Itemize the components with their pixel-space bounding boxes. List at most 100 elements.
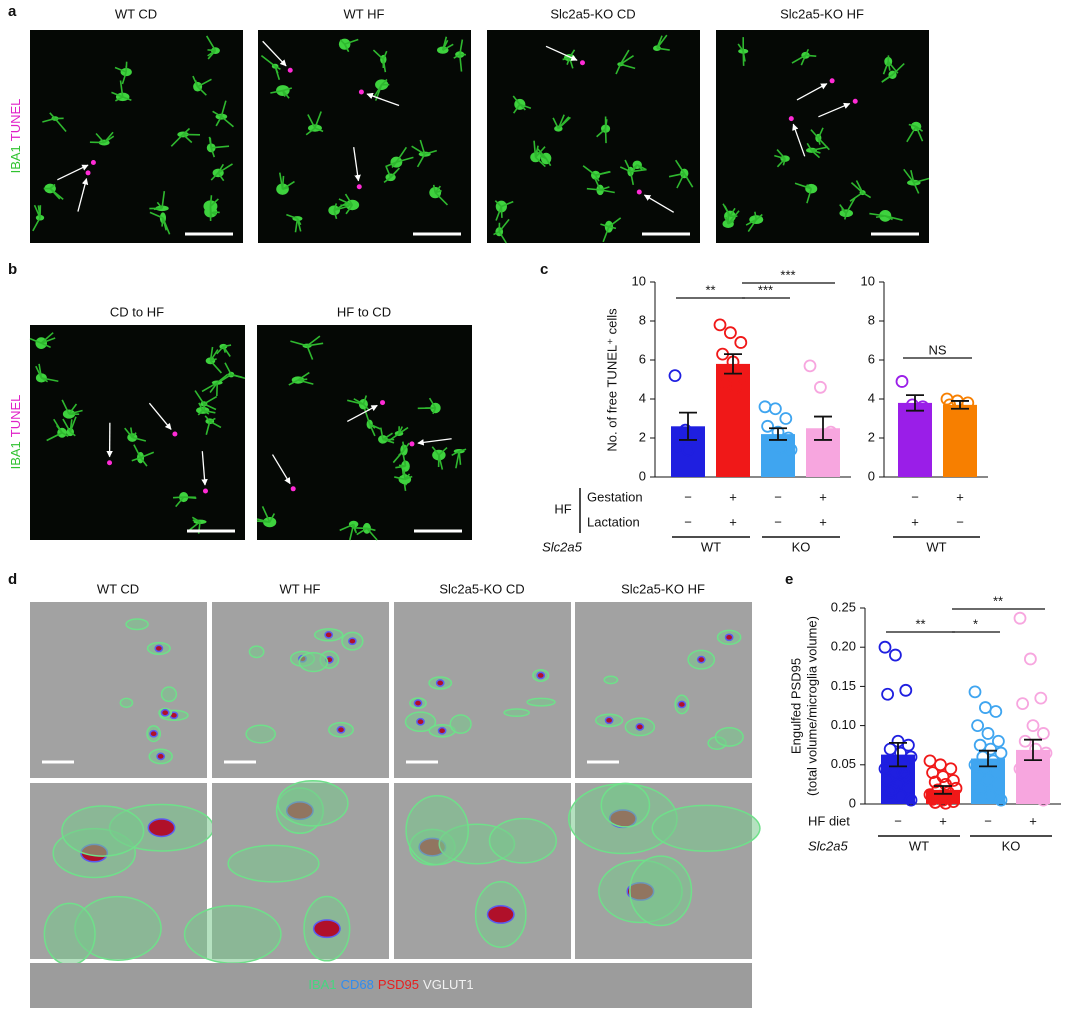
microglia-process — [596, 128, 607, 138]
data-point — [902, 781, 915, 795]
microglia-process — [260, 54, 276, 67]
microglia-process — [913, 177, 930, 184]
microglia-process — [582, 165, 597, 176]
microglia-process — [683, 173, 694, 188]
microglia-process — [268, 513, 276, 523]
microglia-process — [442, 39, 449, 51]
data-point — [899, 683, 913, 697]
microglia-process — [586, 187, 601, 191]
microglia-process — [62, 418, 71, 433]
legend-entry: VGLUT1 — [423, 977, 474, 992]
data-point — [947, 774, 960, 787]
microglia-process — [562, 56, 570, 61]
condition-mark: + — [729, 514, 737, 529]
microglia-process — [382, 50, 388, 60]
data-point — [904, 793, 918, 807]
microglia-process — [220, 100, 227, 117]
microglia-process — [209, 198, 219, 207]
data-point — [886, 781, 900, 795]
microglia-process — [862, 191, 872, 199]
tunel-dot — [90, 160, 96, 166]
microglia-process — [453, 53, 461, 59]
data-point — [968, 685, 982, 699]
microglia-process — [568, 57, 574, 69]
microglia-surface — [61, 805, 145, 857]
microglia-process — [537, 148, 547, 160]
microglia-process — [54, 117, 67, 133]
microglia-process — [630, 168, 647, 173]
significance-label: ** — [915, 616, 925, 631]
microglia-process — [396, 156, 414, 163]
data-point — [883, 742, 897, 756]
microglia-process — [194, 390, 205, 405]
microglia-process — [594, 174, 600, 182]
microglia-process — [737, 43, 744, 52]
arrow — [417, 438, 452, 446]
microglia-process — [501, 200, 514, 208]
microglia-process — [282, 87, 293, 92]
microglia-surface — [43, 902, 96, 966]
microglia-process — [114, 66, 127, 73]
psd95 — [677, 700, 687, 709]
error-bar — [889, 741, 907, 768]
microglia-process — [344, 193, 353, 206]
microglia-process — [366, 527, 376, 532]
microglia-process — [211, 145, 230, 149]
arrow — [353, 147, 361, 182]
microglia-process — [791, 54, 806, 64]
microglia-process — [776, 158, 786, 168]
microglia-process — [620, 55, 634, 65]
microglia-process — [391, 161, 397, 169]
microglia-process — [910, 170, 915, 183]
microglia-process — [604, 119, 608, 129]
microglia-surface — [183, 904, 282, 964]
render-bg — [212, 602, 389, 778]
y-tick-label: 10 — [861, 273, 875, 288]
psd95 — [604, 716, 614, 725]
microglia-process — [432, 184, 436, 193]
data-point — [1039, 746, 1053, 760]
microglia-process — [209, 382, 218, 393]
microglia-surface — [449, 714, 472, 734]
y-tick-label: 6 — [868, 351, 875, 366]
microglia-process — [459, 39, 464, 55]
psd95 — [348, 637, 357, 646]
microglia-process — [855, 180, 864, 193]
microglia-process — [498, 231, 507, 244]
microglia-process — [885, 215, 903, 221]
microglia-process — [131, 456, 141, 462]
microglia-process — [745, 218, 757, 226]
microglia-process — [883, 74, 893, 82]
microglia-process — [727, 210, 740, 225]
data-point — [1024, 652, 1037, 666]
micrograph — [256, 325, 472, 541]
psd95 — [160, 708, 170, 717]
microglia-process — [594, 177, 601, 191]
microglia-surface — [526, 697, 556, 707]
microglia-process — [282, 186, 289, 190]
microglia-process — [153, 207, 163, 211]
data-point — [827, 451, 840, 464]
microglia-body — [345, 199, 360, 211]
microglia-process — [804, 48, 810, 56]
microglia-process — [754, 211, 758, 220]
microglia-process — [222, 346, 231, 357]
microglia-process — [608, 225, 617, 230]
microglia-process — [428, 397, 437, 409]
microglia-process — [314, 111, 322, 129]
microglia-process — [209, 420, 222, 429]
microglia-process — [394, 476, 406, 481]
microglia-process — [220, 115, 234, 128]
data-point — [816, 445, 830, 459]
microglia-process — [114, 96, 124, 102]
arrow — [346, 404, 378, 423]
microglia-process — [274, 66, 281, 80]
microglia-process — [915, 126, 924, 142]
tunel-dot — [85, 170, 91, 176]
microglia-process — [205, 35, 217, 52]
microglia-process — [500, 206, 503, 218]
group-label: WT — [926, 539, 946, 554]
microglia-process — [333, 201, 348, 212]
microglia-process — [61, 399, 70, 415]
condition-mark: + — [729, 489, 737, 504]
